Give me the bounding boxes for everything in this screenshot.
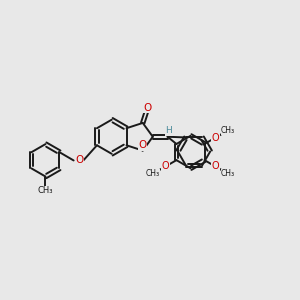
Text: O: O xyxy=(139,140,147,150)
Text: O: O xyxy=(162,161,169,171)
Text: O: O xyxy=(75,155,84,166)
Text: CH₃: CH₃ xyxy=(38,186,53,195)
Text: CH₃: CH₃ xyxy=(146,169,160,178)
Text: O: O xyxy=(212,161,219,171)
Text: CH₃: CH₃ xyxy=(221,126,235,135)
Text: O: O xyxy=(143,103,152,113)
Text: O: O xyxy=(212,133,219,143)
Text: CH₃: CH₃ xyxy=(221,169,235,178)
Text: H: H xyxy=(166,126,172,135)
